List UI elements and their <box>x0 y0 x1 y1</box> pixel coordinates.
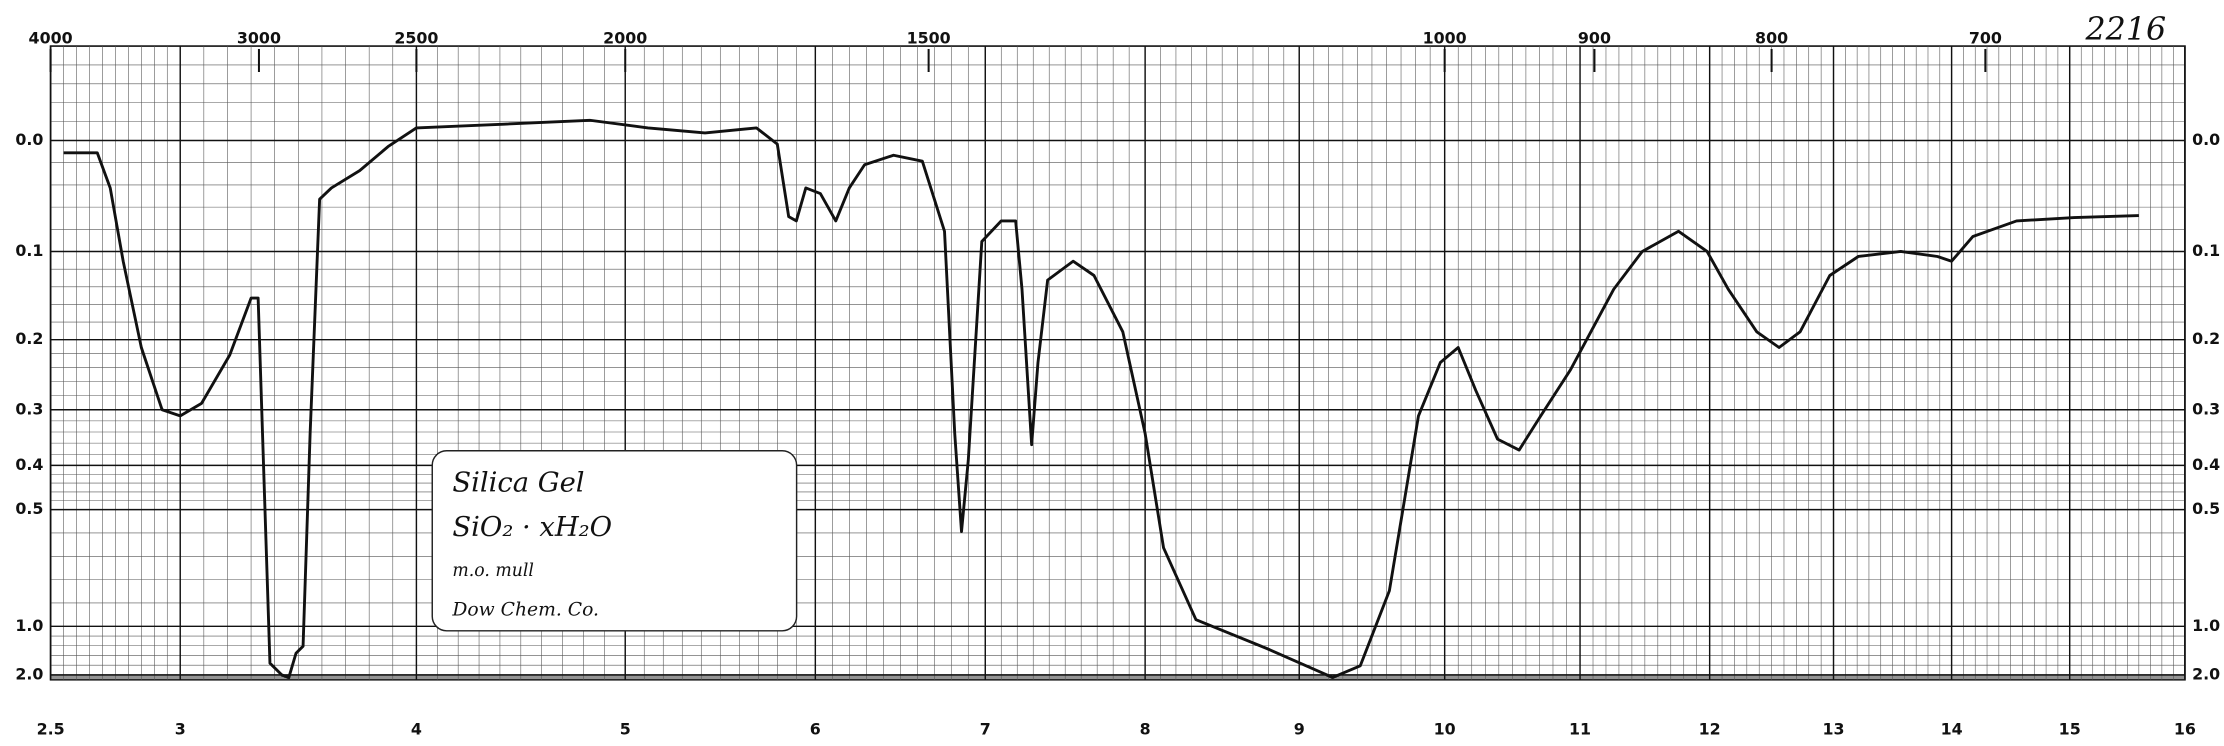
sample-number: 2216 <box>2085 12 2167 48</box>
x2-tick-label: 3000 <box>237 28 281 47</box>
x-tick-label: 13 <box>1823 720 1845 739</box>
card-line: m.o. mull <box>452 561 533 581</box>
y-tick-label: 0.3 <box>15 399 43 418</box>
y-tick-label: 0.1 <box>15 241 43 260</box>
x2-tick-label: 1000 <box>1423 28 1467 47</box>
x-tick-label: 9 <box>1294 720 1305 739</box>
spectrum-line <box>63 118 2139 680</box>
grid <box>49 46 2186 680</box>
label-card <box>431 450 798 632</box>
x-tick-label: 11 <box>1569 720 1591 739</box>
y-tick-label-right: 1.0 <box>2192 616 2220 635</box>
y-tick-label-right: 2.0 <box>2192 664 2220 683</box>
x-tick-label: 8 <box>1140 720 1151 739</box>
y-tick-label: 0.0 <box>15 130 43 149</box>
x-tick-label: 7 <box>980 720 991 739</box>
x-tick-label: 15 <box>2059 720 2081 739</box>
y-tick-label-right: 0.3 <box>2192 399 2220 418</box>
x-tick-label: 10 <box>1434 720 1456 739</box>
x-tick-label: 12 <box>1699 720 1721 739</box>
plot-frame <box>49 45 2186 681</box>
x-tick-label: 6 <box>810 720 821 739</box>
x-tick-label: 14 <box>1941 720 1963 739</box>
x2-tick-label: 4000 <box>29 28 73 47</box>
x2-tick-label: 2500 <box>394 28 438 47</box>
y-tick-label-right: 0.2 <box>2192 329 2220 348</box>
x-tick-label: 16 <box>2174 720 2196 739</box>
x2-tick-label: 1500 <box>907 28 951 47</box>
x-tick-label: 5 <box>620 720 631 739</box>
x-tick-label: 3 <box>175 720 186 739</box>
card-line: Dow Chem. Co. <box>451 600 599 621</box>
y-tick-label: 0.4 <box>15 455 43 474</box>
card-line: Silica Gel <box>452 467 584 498</box>
x2-tick-label: 800 <box>1755 28 1788 47</box>
x2-tick-label: 2000 <box>603 28 647 47</box>
y-tick-label-right: 0.1 <box>2192 241 2220 260</box>
x-tick-label: 2.5 <box>37 720 65 739</box>
card-line: SiO₂ · xH₂O <box>452 512 612 543</box>
y-tick-label-right: 0.5 <box>2192 499 2220 518</box>
y-tick-label: 0.2 <box>15 329 43 348</box>
x-tick-label: 4 <box>411 720 422 739</box>
x2-tick-label: 700 <box>1969 28 2002 47</box>
marks <box>63 118 2139 680</box>
y-tick-label: 0.5 <box>15 499 43 518</box>
y-tick-label-right: 0.4 <box>2192 455 2220 474</box>
y-tick-label: 1.0 <box>15 616 43 635</box>
y-tick-label: 2.0 <box>15 664 43 683</box>
x2-tick-label: 900 <box>1578 28 1611 47</box>
y-tick-label-right: 0.0 <box>2192 130 2220 149</box>
